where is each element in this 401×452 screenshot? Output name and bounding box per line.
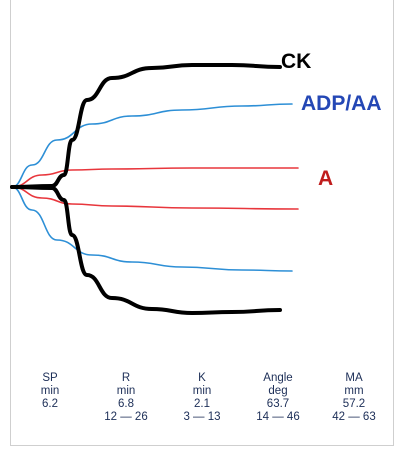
param-value: 63.7 [266, 398, 290, 410]
param-sp: SP min 6.2 [12, 372, 88, 424]
trace-a-lower [11, 186, 299, 210]
param-angle: Angle deg 63.7 14 — 46 [240, 372, 316, 424]
param-unit: deg [268, 385, 288, 397]
trace-adp-aa-upper [11, 103, 293, 188]
param-name: Angle [263, 372, 293, 384]
param-k: K min 2.1 3 — 13 [164, 372, 240, 424]
param-range: 42 — 63 [332, 411, 376, 423]
chart-frame [10, 0, 394, 446]
param-value: 57.2 [342, 398, 366, 410]
param-ma: MA mm 57.2 42 — 63 [316, 372, 392, 424]
trace-ck-upper [10, 63, 282, 189]
trace-adp-aa-lower [11, 186, 293, 272]
series-label-ck: CK [281, 50, 312, 73]
param-name: K [198, 372, 206, 384]
param-unit: mm [344, 385, 364, 397]
trace-ck-lower [10, 185, 282, 315]
param-unit: min [116, 385, 136, 397]
param-value: 6.8 [118, 398, 134, 410]
param-range: 14 — 46 [256, 411, 300, 423]
param-unit: min [192, 385, 212, 397]
param-range [12, 411, 88, 424]
series-label-adp-aa: ADP/AA [301, 92, 382, 115]
parameter-table: SP min 6.2 R min 6.8 12 — 26 K min 2.1 3… [12, 372, 392, 442]
trace-a-upper [11, 167, 299, 188]
param-name: R [121, 372, 131, 384]
param-value: 6.2 [42, 398, 58, 410]
param-value: 2.1 [194, 398, 210, 410]
param-r: R min 6.8 12 — 26 [88, 372, 164, 424]
param-name: SP [42, 372, 58, 384]
param-name: MA [345, 372, 363, 384]
series-label-a: A [318, 167, 334, 190]
param-range: 3 — 13 [183, 411, 221, 423]
param-range: 12 — 26 [104, 411, 148, 423]
param-unit: min [40, 385, 60, 397]
